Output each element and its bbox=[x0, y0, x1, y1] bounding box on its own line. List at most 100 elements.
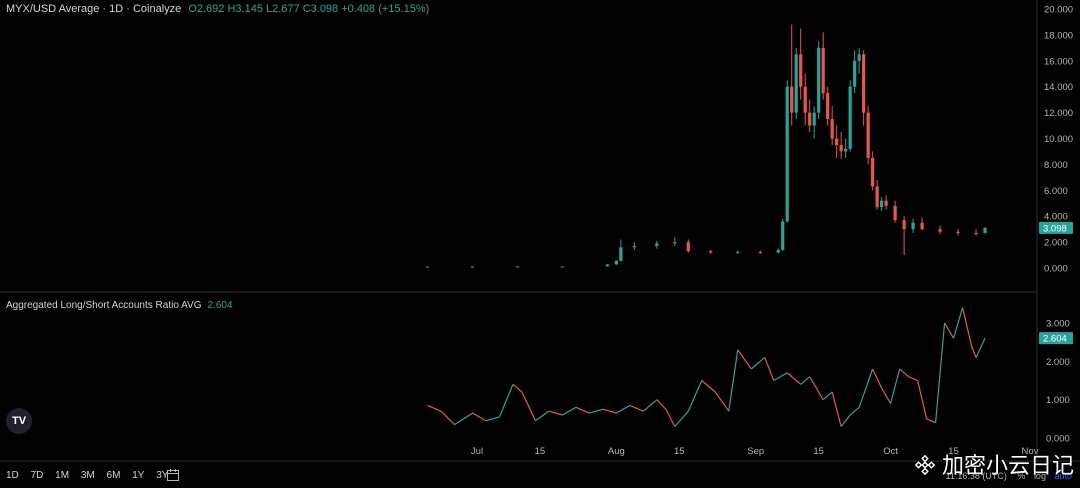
indicator-line-segment bbox=[472, 412, 487, 422]
price-tick-label: 12.000 bbox=[1044, 108, 1073, 119]
candle-body bbox=[794, 54, 798, 113]
indicator-line-segment bbox=[714, 391, 730, 412]
indicator-line-segment bbox=[809, 376, 824, 400]
indicator-badge bbox=[1039, 332, 1073, 345]
indicator-title: Aggregated Long/Short Accounts Ratio AVG… bbox=[6, 300, 233, 311]
watermark: 加密小云日记 bbox=[914, 448, 1074, 480]
candle-body bbox=[902, 220, 906, 230]
candle-body bbox=[821, 47, 825, 94]
candle-body bbox=[808, 112, 812, 126]
price-tick-label: 10.000 bbox=[1044, 134, 1073, 145]
auto-scale-toggle[interactable]: auto bbox=[1054, 471, 1072, 481]
range-3m-button[interactable]: 3M bbox=[80, 470, 95, 481]
candle-body bbox=[974, 233, 978, 235]
symbol-title[interactable]: MYX/USD Average · 1D · Coinalyze bbox=[6, 3, 182, 15]
indicator-line-segment bbox=[890, 368, 901, 404]
candle-body bbox=[839, 144, 843, 152]
range-1y-button[interactable]: 1Y bbox=[132, 470, 145, 481]
indicator-line-segment bbox=[934, 322, 946, 423]
range-6m-button[interactable]: 6M bbox=[106, 470, 121, 481]
price-tick-label: 20.000 bbox=[1044, 5, 1073, 16]
indicator-line-segment bbox=[764, 357, 775, 381]
indicator-line-segment bbox=[535, 410, 550, 422]
time-tick-label: Jul bbox=[471, 446, 483, 457]
indicator-line-segment bbox=[629, 404, 644, 412]
candle-body bbox=[632, 245, 636, 248]
candle-body bbox=[709, 251, 713, 253]
indicator-line-segment bbox=[656, 399, 667, 410]
indicator-line-segment bbox=[728, 349, 739, 412]
indicator-line-segment bbox=[498, 384, 514, 418]
indicator-line-segment bbox=[674, 410, 689, 427]
indicator-line-segment bbox=[952, 307, 964, 339]
candle-body bbox=[758, 251, 762, 253]
indicator-line-segment bbox=[665, 408, 676, 427]
indicator-badge-label: 2.604 bbox=[1043, 334, 1067, 345]
indicator-tick-label: 1.000 bbox=[1046, 395, 1070, 406]
indicator-line-segment bbox=[899, 368, 909, 378]
candle-body bbox=[871, 157, 875, 187]
time-tick-label: 15 bbox=[813, 446, 824, 457]
utc-clock[interactable]: 11:16:38 (UTC) bbox=[945, 471, 1007, 481]
candle-body bbox=[515, 266, 520, 268]
range-3y-button[interactable]: 3Y bbox=[156, 470, 169, 481]
price-tick-label: 8.000 bbox=[1044, 160, 1068, 171]
candle-body bbox=[862, 54, 866, 113]
candle-body bbox=[736, 251, 740, 253]
candle-body bbox=[785, 86, 789, 222]
indicator-line-segment bbox=[908, 376, 918, 382]
time-tick-label: 15 bbox=[948, 446, 959, 457]
indicator-line-segment bbox=[454, 412, 473, 426]
range-1m-button[interactable]: 1M bbox=[55, 470, 70, 481]
percent-toggle[interactable]: % bbox=[1017, 471, 1026, 481]
range-toolbar: 1D 7D 1M 3M 6M 1Y 3Y bbox=[6, 470, 177, 481]
chart-header: MYX/USD Average · 1D · Coinalyze O2.692 … bbox=[6, 3, 429, 15]
price-tick-label: 0.000 bbox=[1044, 264, 1068, 275]
indicator-name[interactable]: Aggregated Long/Short Accounts Ratio AVG bbox=[6, 300, 202, 311]
candle-body bbox=[673, 242, 677, 244]
watermark-text: 加密小云日记 bbox=[941, 454, 1074, 479]
price-tick-label: 18.000 bbox=[1044, 30, 1073, 41]
indicator-line-segment bbox=[427, 404, 442, 412]
indicator-line-segment bbox=[840, 414, 851, 427]
indicator-line-segment bbox=[926, 418, 936, 424]
indicator-line-segment bbox=[602, 408, 617, 414]
calendar-icon[interactable] bbox=[166, 468, 180, 482]
candle-body bbox=[826, 93, 830, 120]
binance-logo-icon bbox=[914, 454, 936, 476]
indicator-line-segment bbox=[800, 376, 811, 385]
candle-body bbox=[835, 138, 839, 145]
range-1d-button[interactable]: 1D bbox=[6, 470, 19, 481]
candle-body bbox=[956, 231, 960, 234]
indicator-line-segment bbox=[737, 349, 752, 370]
candle-body bbox=[614, 260, 618, 265]
time-tick-label: Nov bbox=[1022, 446, 1039, 457]
candle-body bbox=[857, 54, 861, 61]
candle-body bbox=[812, 112, 816, 126]
price-tick-label: 14.000 bbox=[1044, 82, 1073, 93]
time-tick-label: Sep bbox=[747, 446, 764, 457]
candle-body bbox=[425, 266, 430, 268]
candle-body bbox=[619, 247, 623, 261]
indicator-line-segment bbox=[822, 391, 833, 401]
candle-body bbox=[803, 86, 807, 113]
candle-body bbox=[884, 200, 888, 206]
tradingview-logo-icon[interactable]: TV bbox=[6, 408, 32, 434]
candle-body bbox=[470, 266, 475, 268]
candle-body bbox=[781, 221, 785, 250]
candle-body bbox=[880, 200, 884, 208]
candle-body bbox=[776, 249, 780, 253]
indicator-line-segment bbox=[616, 404, 631, 414]
indicator-tick-label: 2.000 bbox=[1046, 357, 1070, 368]
time-tick-label: 15 bbox=[535, 446, 546, 457]
indicator-line-segment bbox=[589, 408, 604, 414]
candle-body bbox=[848, 86, 852, 149]
time-tick-label: Aug bbox=[608, 446, 625, 457]
indicator-line-segment bbox=[858, 368, 874, 408]
indicator-line-segment bbox=[701, 380, 716, 393]
indicator-line-segment bbox=[831, 391, 842, 427]
log-toggle[interactable]: log bbox=[1033, 471, 1046, 481]
price-tick-label: 6.000 bbox=[1044, 186, 1068, 197]
range-7d-button[interactable]: 7D bbox=[30, 470, 44, 481]
